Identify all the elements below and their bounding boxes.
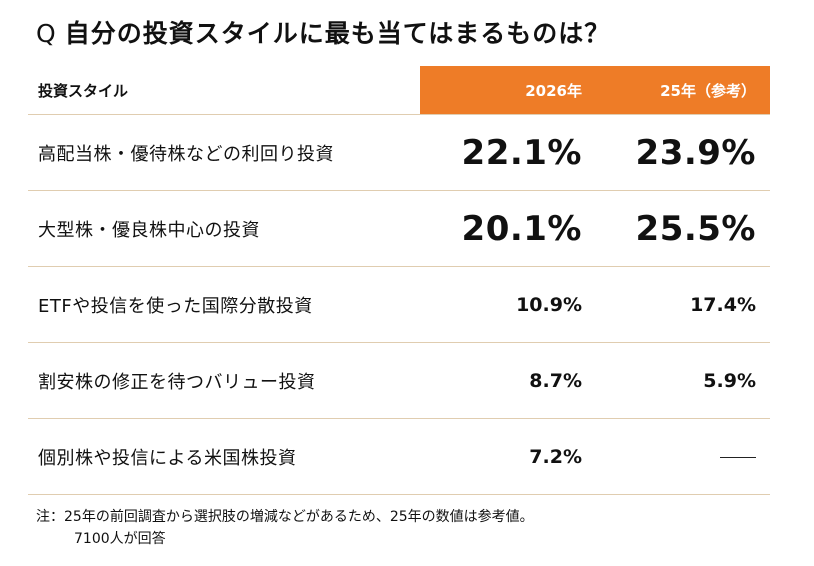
column-header-2026: 2026年 [420,66,596,115]
question-text: 自分の投資スタイルに最も当てはまるものは？ [64,19,611,48]
row-label: 大型株・優良株中心の投資 [28,190,420,267]
table-body: 高配当株・優待株などの利回り投資 22.1% 23.9% 大型株・優良株中心の投資 20… [28,114,770,495]
footnote-line-2: 7100人が回答 [74,531,166,547]
page-title: Q 自分の投資スタイルに最も当てはまるものは？ [36,14,610,50]
dash-mark [720,456,756,458]
value-y2026: 20.1% [420,190,596,267]
row-label: 割安株の修正を待つバリュー投資 [28,342,420,419]
value-y2026: 10.9% [420,266,596,343]
value-y2025: 25.5% [596,190,770,267]
question-mark-label: Q [36,19,57,48]
value-y2025: 5.9% [596,342,770,419]
table-row: 個別株や投信による米国株投資 7.2% [28,418,770,495]
results-table: 投資スタイル 2026年 25年（参考） 高配当株・優待株などの利回り投資 22.… [28,66,770,495]
table-row: 高配当株・優待株などの利回り投資 22.1% 23.9% [28,114,770,191]
value-y2026: 8.7% [420,342,596,419]
row-label: 高配当株・優待株などの利回り投資 [28,114,420,191]
footnote: 注：25年の前回調査から選択肢の増減などがあるため、25年の数値は参考値。 71… [36,506,534,550]
row-label: 個別株や投信による米国株投資 [28,418,420,495]
row-label: ETFや投信を使った国際分散投資 [28,266,420,343]
table-row: ETFや投信を使った国際分散投資 10.9% 17.4% [28,266,770,343]
footnote-line-1: 注：25年の前回調査から選択肢の増減などがあるため、25年の数値は参考値。 [36,509,534,525]
table-row: 割安株の修正を待つバリュー投資 8.7% 5.9% [28,342,770,419]
table-header-row: 投資スタイル 2026年 25年（参考） [28,66,770,115]
value-y2026: 22.1% [420,114,596,191]
value-y2025: 23.9% [596,114,770,191]
column-header-2025: 25年（参考） [596,66,770,115]
no-data-dash [596,418,770,495]
column-header-style: 投資スタイル [28,66,420,115]
value-y2026: 7.2% [420,418,596,495]
table-row: 大型株・優良株中心の投資 20.1% 25.5% [28,190,770,267]
value-y2025: 17.4% [596,266,770,343]
